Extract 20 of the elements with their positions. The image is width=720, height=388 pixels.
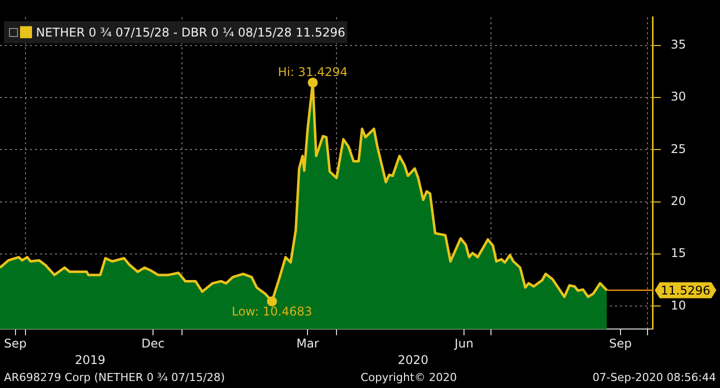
y-tick-label: 35	[670, 38, 686, 52]
y-tick-label: 30	[670, 90, 686, 104]
x2-tick-label: 2019	[74, 352, 106, 367]
text: 07-Sep-2020 08:56:44	[592, 370, 716, 386]
x-tick-label: Sep	[609, 336, 632, 351]
x2-tick-label: 2020	[398, 352, 428, 367]
legend-label: NETHER 0 ¾ 07/15/28 - DBR 0 ¼ 08/15/28 11.5296	[36, 25, 346, 40]
y-tick-label: 25	[670, 142, 686, 156]
y-tick-label: 20	[670, 194, 686, 208]
ref-line-label: 11.5296	[660, 283, 710, 298]
y-tick-label: 10	[670, 298, 686, 312]
annotation: Low: 10.4683	[232, 304, 312, 318]
x-tick-label: Mar	[296, 336, 320, 351]
x-tick-label: Dec	[141, 336, 165, 351]
y-tick-label: 15	[670, 246, 686, 260]
x-tick-label: Jun	[454, 336, 474, 351]
x-tick-label: Sep	[4, 336, 27, 351]
text: Copyright© 2020	[360, 370, 457, 386]
text: AR698279 Corp (NETHER 0 ¾ 07/15/28)	[4, 370, 225, 386]
annotation: Hi: 31.4294	[278, 64, 348, 79]
